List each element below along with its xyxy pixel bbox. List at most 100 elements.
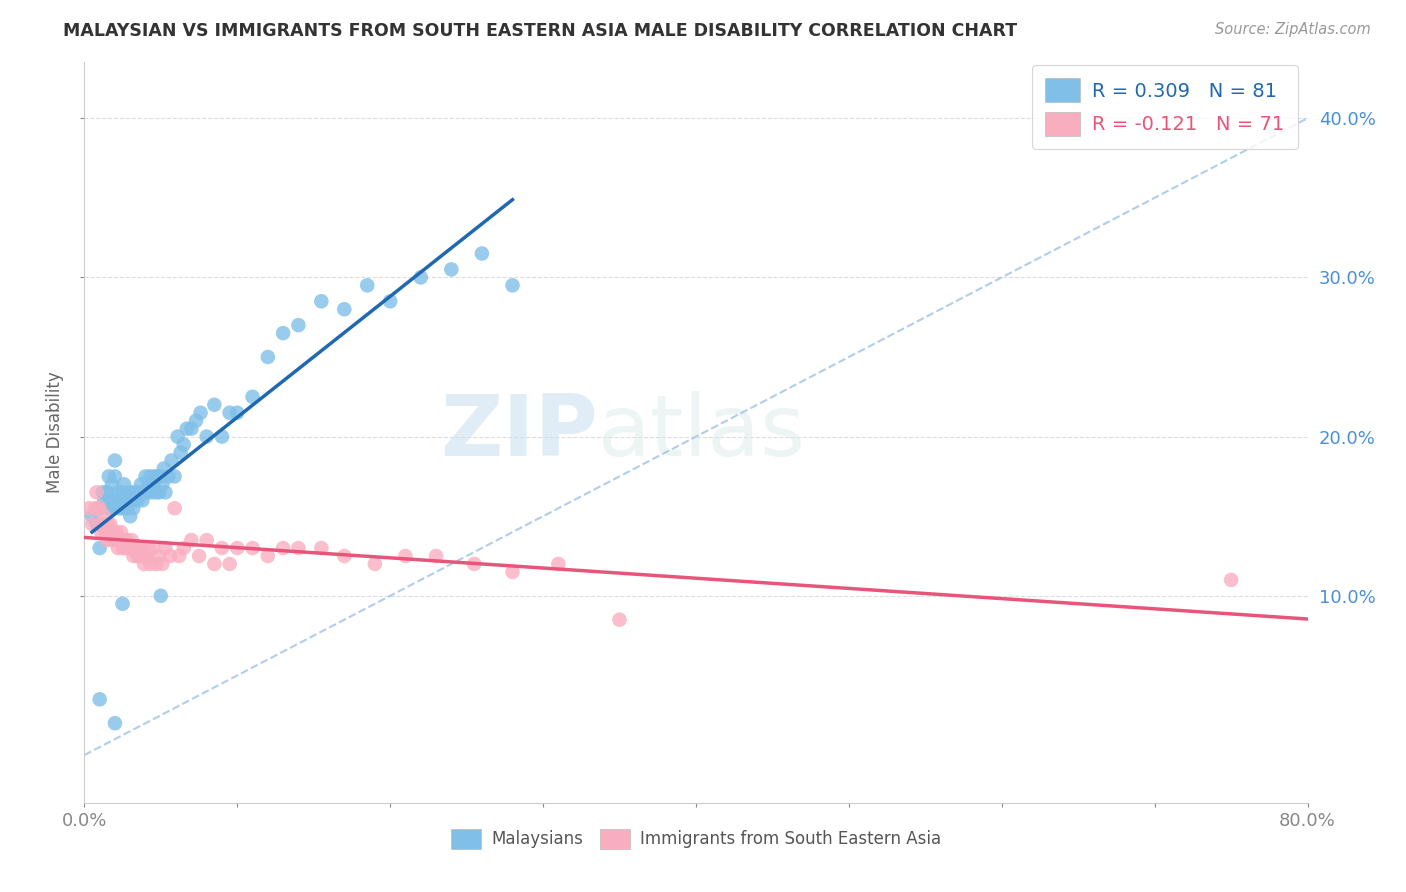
Point — [153, 461, 176, 475]
Point — [149, 469, 172, 483]
Point — [129, 477, 152, 491]
Point — [108, 501, 131, 516]
Point — [111, 501, 134, 516]
Point — [89, 501, 111, 516]
Y-axis label: Male Disability: Male Disability — [46, 372, 65, 493]
Point — [104, 716, 127, 731]
Point — [101, 533, 124, 547]
Point — [121, 485, 143, 500]
Point — [202, 398, 225, 412]
Point — [122, 501, 145, 516]
Point — [136, 549, 159, 563]
Text: Source: ZipAtlas.com: Source: ZipAtlas.com — [1215, 22, 1371, 37]
Point — [103, 525, 125, 540]
Text: MALAYSIAN VS IMMIGRANTS FROM SOUTH EASTERN ASIA MALE DISABILITY CORRELATION CHAR: MALAYSIAN VS IMMIGRANTS FROM SOUTH EASTE… — [63, 22, 1018, 40]
Point — [146, 469, 169, 483]
Point — [125, 485, 148, 500]
Point — [84, 501, 107, 516]
Point — [110, 493, 132, 508]
Point — [173, 541, 195, 555]
Point — [132, 485, 155, 500]
Point — [195, 533, 218, 547]
Point — [211, 541, 233, 555]
Point — [170, 445, 193, 459]
Point — [502, 565, 524, 579]
Point — [120, 541, 142, 555]
Point — [90, 525, 112, 540]
Point — [124, 541, 146, 555]
Point — [115, 533, 138, 547]
Point — [184, 414, 207, 428]
Point — [98, 517, 121, 532]
Point — [166, 429, 188, 443]
Point — [440, 262, 463, 277]
Point — [111, 485, 134, 500]
Point — [471, 246, 494, 260]
Point — [159, 549, 181, 563]
Point — [93, 493, 115, 508]
Legend: Malaysians, Immigrants from South Eastern Asia: Malaysians, Immigrants from South Easter… — [443, 821, 949, 857]
Point — [142, 477, 165, 491]
Point — [89, 541, 111, 555]
Point — [80, 517, 103, 532]
Point — [356, 278, 378, 293]
Point — [132, 557, 155, 571]
Point — [242, 541, 264, 555]
Point — [218, 557, 240, 571]
Point — [127, 549, 149, 563]
Point — [118, 485, 141, 500]
Point — [226, 406, 249, 420]
Point — [131, 493, 153, 508]
Point — [112, 477, 135, 491]
Point — [120, 509, 142, 524]
Point — [97, 525, 120, 540]
Point — [333, 549, 356, 563]
Point — [89, 517, 111, 532]
Point — [135, 469, 157, 483]
Point — [148, 485, 170, 500]
Point — [91, 485, 114, 500]
Point — [139, 557, 162, 571]
Point — [98, 493, 121, 508]
Point — [173, 437, 195, 451]
Point — [211, 429, 233, 443]
Point — [226, 541, 249, 555]
Point — [110, 525, 132, 540]
Point — [139, 469, 162, 483]
Point — [242, 390, 264, 404]
Point — [271, 326, 294, 340]
Point — [94, 525, 117, 540]
Point — [1220, 573, 1243, 587]
Point — [311, 294, 333, 309]
Point — [148, 549, 170, 563]
Point — [125, 541, 148, 555]
Point — [163, 501, 186, 516]
Point — [108, 533, 131, 547]
Point — [167, 549, 190, 563]
Point — [89, 501, 111, 516]
Text: atlas: atlas — [598, 391, 806, 475]
Point — [257, 549, 280, 563]
Point — [115, 501, 138, 516]
Point — [180, 422, 202, 436]
Point — [425, 549, 447, 563]
Point — [122, 549, 145, 563]
Point — [118, 541, 141, 555]
Point — [145, 485, 167, 500]
Point — [96, 517, 118, 532]
Point — [93, 509, 115, 524]
Point — [257, 350, 280, 364]
Point — [195, 429, 218, 443]
Point — [96, 485, 118, 500]
Point — [89, 692, 111, 706]
Point — [128, 485, 150, 500]
Point — [86, 485, 108, 500]
Point — [114, 493, 136, 508]
Point — [135, 549, 157, 563]
Point — [547, 557, 569, 571]
Point — [190, 406, 212, 420]
Point — [96, 533, 118, 547]
Point — [121, 533, 143, 547]
Point — [394, 549, 416, 563]
Point — [157, 469, 180, 483]
